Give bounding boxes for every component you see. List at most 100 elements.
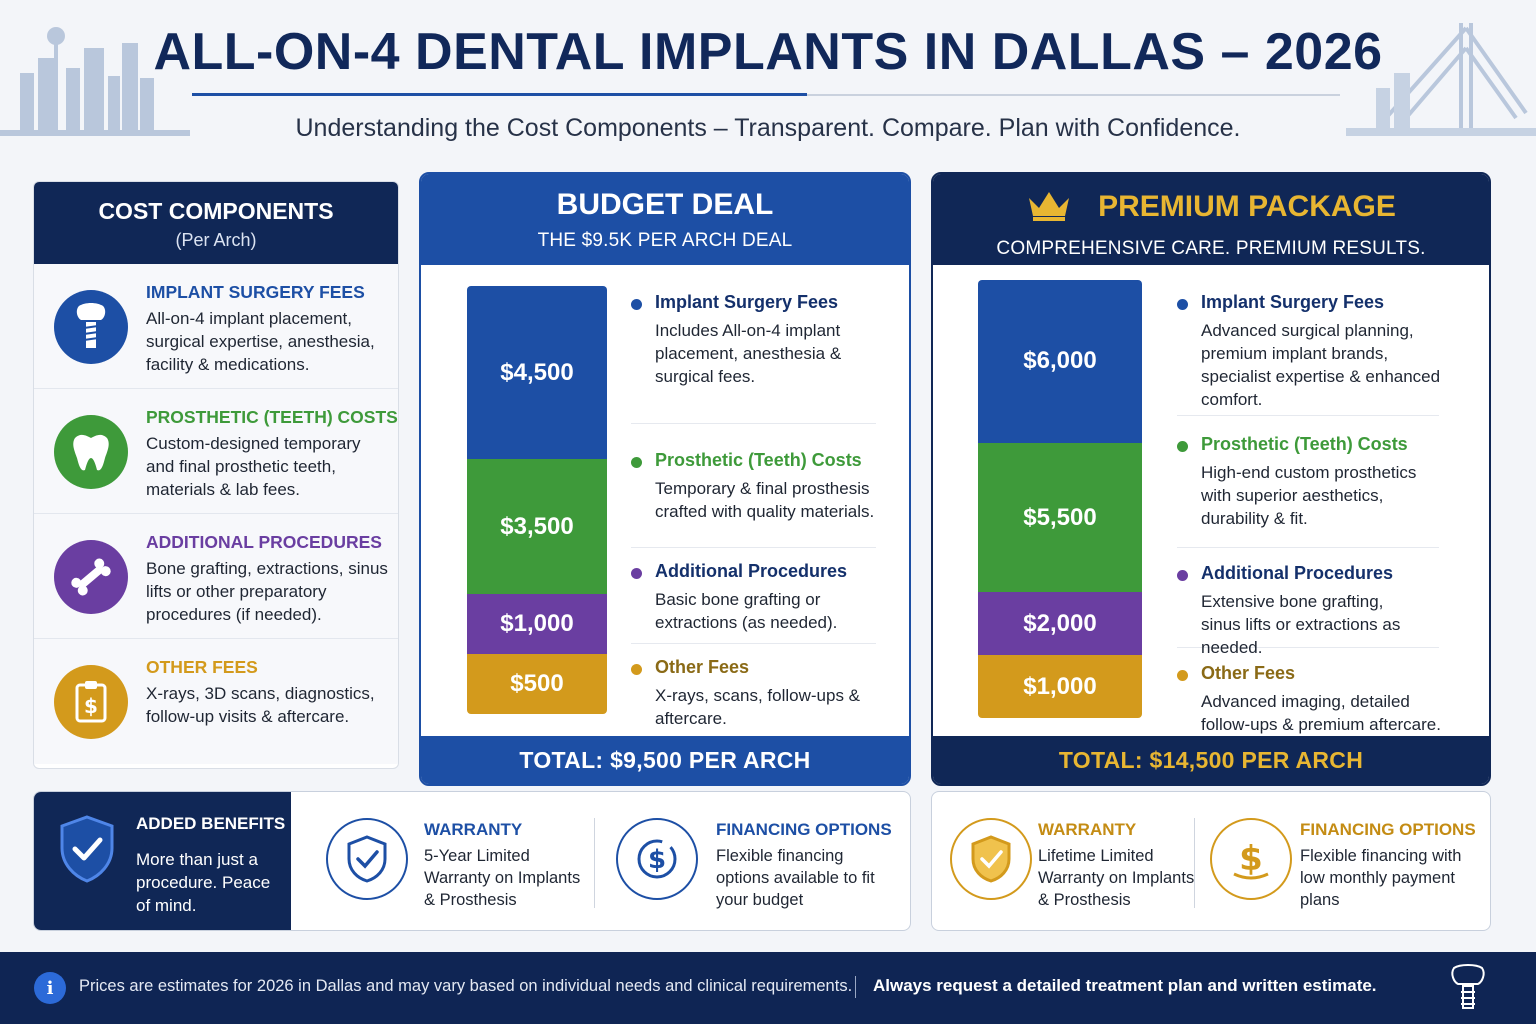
budget-financing: $ FINANCING OPTIONS Flexible financing o… [616,792,906,930]
premium-warranty: WARRANTY Lifetime Limited Warranty on Im… [950,792,1200,930]
budget-item-desc: Includes All-on-4 implant placement, ane… [655,321,842,386]
premium-total: TOTAL: $14,500 PER ARCH [933,736,1489,784]
premium-breakdown: Implant Surgery Fees Advanced surgical p… [1177,292,1441,738]
component-implant-surgery: IMPLANT SURGERY FEES All-on-4 implant pl… [34,264,398,389]
shield-check-icon [60,815,114,883]
cost-components-panel: COST COMPONENTS (Per Arch) IMPLANT SURGE… [33,181,399,769]
footer-divider [855,976,856,998]
premium-segment-other: $1,000 [978,655,1142,718]
budget-financing-title: FINANCING OPTIONS [716,820,892,839]
bullet-dot [1177,299,1188,310]
budget-warranty-title: WARRANTY [424,820,523,839]
clipboard-icon: $ [54,665,128,739]
budget-item-additional: Additional Procedures Basic bone graftin… [631,548,876,644]
premium-header: PREMIUM PACKAGE COMPREHENSIVE CARE. PREM… [933,174,1489,265]
divider [1194,818,1195,908]
premium-cost-stack: $6,000 $5,500 $2,000 $1,000 [978,280,1142,718]
page-subtitle: Understanding the Cost Components – Tran… [295,114,1241,142]
budget-segment-prosthetic: $3,500 [467,459,607,595]
premium-segment-additional: $2,000 [978,592,1142,656]
svg-text:$: $ [648,845,666,875]
component-title: ADDITIONAL PROCEDURES [146,532,382,552]
component-other-fees: $ OTHER FEES X-rays, 3D scans, diagnosti… [34,639,398,764]
budget-warranty-desc: 5-Year Limited Warranty on Implants & Pr… [424,847,581,909]
premium-item-title: Other Fees [1201,663,1296,683]
budget-cost-stack: $4,500 $3,500 $1,000 $500 [467,286,607,714]
premium-item-implant: Implant Surgery Fees Advanced surgical p… [1177,292,1441,416]
dallas-skyline-left-icon [0,27,190,136]
footer-bar: i Prices are estimates for 2026 in Dalla… [0,952,1536,1024]
premium-item-desc: High-end custom prosthetics with superio… [1201,463,1417,528]
budget-item-desc: X-rays, scans, follow-ups & aftercare. [655,686,861,728]
title-divider [192,93,1340,96]
premium-subtitle: COMPREHENSIVE CARE. PREMIUM RESULTS. [996,238,1426,259]
bullet-dot [631,568,642,579]
svg-text:$: $ [1239,839,1263,879]
implant-icon [54,290,128,364]
budget-segment-implant: $4,500 [467,286,607,460]
premium-title-row: PREMIUM PACKAGE [933,188,1489,230]
budget-subtitle: THE $9.5K PER ARCH DEAL [537,230,793,251]
budget-title: BUDGET DEAL [556,188,774,221]
budget-item-desc: Basic bone grafting or extractions (as n… [655,590,838,632]
bullet-dot [1177,670,1188,681]
component-additional-procedures: ADDITIONAL PROCEDURES Bone grafting, ext… [34,514,398,639]
added-benefits-desc: More than just a procedure. Peace of min… [136,850,271,915]
footer-disclaimer: Prices are estimates for 2026 in Dallas … [79,977,853,995]
added-benefits-title: ADDED BENEFITS [136,814,286,833]
component-desc: X-rays, 3D scans, diagnostics, follow-up… [146,684,375,726]
premium-item-desc: Extensive bone grafting, sinus lifts or … [1201,592,1401,657]
bullet-dot [631,457,642,468]
budget-item-title: Implant Surgery Fees [655,292,839,312]
implant-tooth-icon [1451,964,1485,1009]
premium-item-desc: Advanced imaging, detailed follow-ups & … [1201,692,1441,734]
premium-financing-title: FINANCING OPTIONS [1300,820,1476,839]
gold-shield-icon [950,818,1032,900]
bone-icon [54,540,128,614]
budget-financing-desc: Flexible financing options available to … [716,847,875,909]
cost-components-subtitle: (Per Arch) [175,230,257,250]
budget-item-title: Additional Procedures [655,561,848,581]
budget-deal-card: BUDGET DEAL THE $9.5K PER ARCH DEAL $4,5… [419,172,911,786]
premium-item-title: Implant Surgery Fees [1201,292,1385,312]
premium-title: PREMIUM PACKAGE [1098,190,1396,223]
premium-financing: $ FINANCING OPTIONS Flexible financing w… [1210,792,1480,930]
crown-icon [1026,188,1072,230]
bullet-dot [631,664,642,675]
budget-header: BUDGET DEAL THE $9.5K PER ARCH DEAL [421,174,909,265]
added-benefits-box: ADDED BENEFITS More than just a procedur… [34,792,291,930]
component-title: OTHER FEES [146,657,258,677]
component-desc: Bone grafting, extractions, sinus lifts … [146,559,388,624]
cost-components-title: COST COMPONENTS [98,198,334,224]
premium-item-additional: Additional Procedures Extensive bone gra… [1177,548,1439,657]
budget-benefits-row: ADDED BENEFITS More than just a procedur… [33,791,911,931]
premium-segment-prosthetic: $5,500 [978,442,1142,593]
footer-emphasis: Always request a detailed treatment plan… [873,976,1377,995]
svg-text:$: $ [84,694,98,718]
premium-item-title: Additional Procedures [1201,563,1394,583]
dallas-bridge-right-icon [1346,23,1536,136]
budget-item-desc: Temporary & final prosthesis crafted wit… [655,479,875,521]
component-desc: Custom-designed temporary and final pros… [146,434,361,499]
shield-icon [326,818,408,900]
divider [594,818,595,908]
page-title: ALL-ON-4 DENTAL IMPLANTS IN DALLAS – 202… [153,23,1383,81]
premium-item-other: Other Fees Advanced imaging, detailed fo… [1177,648,1441,738]
gold-money-icon: $ [1210,818,1292,900]
bullet-dot [1177,570,1188,581]
budget-item-prosthetic: Prosthetic (Teeth) Costs Temporary & fin… [631,424,876,548]
bullet-dot [1177,441,1188,452]
component-desc: All-on-4 implant placement, surgical exp… [146,309,375,374]
premium-financing-desc: Flexible financing with low monthly paym… [1300,847,1462,909]
info-icon: i [34,972,66,1004]
component-title: IMPLANT SURGERY FEES [146,282,365,302]
bullet-dot [631,299,642,310]
money-cycle-icon: $ [616,818,698,900]
premium-item-desc: Advanced surgical planning, premium impl… [1201,321,1441,409]
component-prosthetic: PROSTHETIC (TEETH) COSTS Custom-designed… [34,389,398,514]
premium-benefits-row: WARRANTY Lifetime Limited Warranty on Im… [931,791,1491,931]
cost-components-header: COST COMPONENTS (Per Arch) [34,182,398,264]
budget-item-implant: Implant Surgery Fees Includes All-on-4 i… [631,292,876,424]
premium-warranty-title: WARRANTY [1038,820,1137,839]
premium-item-title: Prosthetic (Teeth) Costs [1201,434,1408,454]
